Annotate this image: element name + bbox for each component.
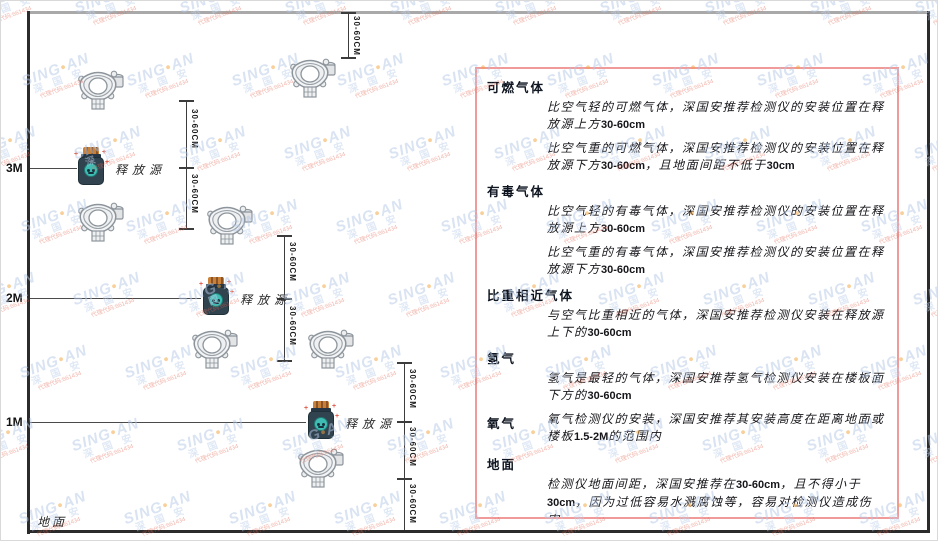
dimension-tick	[397, 421, 412, 423]
section-heading: 氢气	[487, 352, 517, 366]
dimension-tick	[277, 360, 292, 362]
dimension-label: 30-60CM	[288, 242, 297, 282]
dimension-tick	[277, 235, 292, 237]
dimension-label: 30-60CM	[408, 427, 417, 467]
dimension-tick	[179, 100, 194, 102]
section-toxic-gas: 有毒气体 比空气轻的有毒气体，深国安推荐检测仪的安装位置在释放源上方30-60c…	[477, 181, 897, 279]
section-paragraph: 检测仪地面间距，深国安推荐在30-60cm，且不得小于30cm，因为过低容易水溅…	[547, 477, 873, 517]
gas-detector-icon-above-3m-source	[77, 70, 124, 110]
release-source-icon-1m: + + +	[304, 401, 339, 443]
section-similar-density-gas: 比重相近气体 与空气比重相近的气体，深国安推荐检测仪安装在释放源上下的30-60…	[477, 285, 897, 342]
dimension-label: 30-60CM	[190, 174, 199, 214]
dimension-tick	[341, 57, 356, 59]
height-line-2m	[30, 298, 201, 299]
section-ground: 地面 检测仪地面间距，深国安推荐在30-60cm，且不得小于30cm，因为过低容…	[477, 454, 897, 517]
floor-line	[27, 530, 930, 533]
section-paragraph: 比空气轻的有毒气体，深国安推荐检测仪的安装位置在释放源上方30-60cm	[547, 204, 885, 235]
section-heading: 比重相近气体	[487, 289, 575, 303]
section-oxygen: 氧气 氧气检测仪的安装，深国安推荐其安装高度在距离地面或楼板1.5-2M的范围内	[477, 411, 897, 452]
dimension-tick	[397, 478, 412, 480]
ceiling-line	[27, 11, 930, 14]
dimension-label: 30-60CM	[408, 369, 417, 409]
dimension-label: 30-60CM	[352, 16, 361, 56]
dimension-label: 30-60CM	[408, 484, 417, 524]
section-heading: 氧气	[487, 417, 517, 431]
dimension-tick	[179, 228, 194, 230]
height-label-2m: 2M	[6, 291, 23, 305]
section-paragraph: 比空气重的可燃气体，深国安推荐检测仪的安装位置在释放源下方30-60cm，且地面…	[547, 141, 885, 172]
dimension-tick	[341, 12, 356, 14]
section-heading: 可燃气体	[487, 81, 546, 95]
dimension-line-3m	[186, 101, 187, 229]
gas-detector-icon-below-ceiling	[289, 58, 336, 98]
height-label-1m: 1M	[6, 415, 23, 429]
height-line-3m	[30, 168, 77, 169]
gas-detector-icon-below-3m-source	[77, 202, 124, 242]
release-source-label-2m: 释放源	[240, 293, 292, 307]
left-wall-line	[27, 11, 30, 534]
section-heading: 有毒气体	[487, 185, 546, 199]
dimension-tick	[179, 167, 194, 169]
section-paragraph: 比空气轻的可燃气体，深国安推荐检测仪的安装位置在释放源上方30-60cm	[547, 100, 885, 131]
dimension-label: 30-60CM	[288, 306, 297, 346]
right-wall-line	[927, 11, 930, 532]
height-label-3m: 3M	[6, 161, 23, 175]
section-paragraph: 氢气是最轻的气体，深国安推荐氢气检测仪安装在楼板面下方的30-60cm	[547, 371, 885, 402]
section-paragraph: 氧气检测仪的安装，深国安推荐其安装高度在距离地面或楼板1.5-2M的范围内	[547, 412, 885, 443]
release-source-icon-2m: + + +	[199, 277, 234, 319]
release-source-label-1m: 释放源	[345, 417, 397, 431]
gas-detector-icon-below-2m-source	[191, 329, 238, 369]
section-paragraph: 与空气比重相近的气体，深国安推荐检测仪安装在释放源上下的30-60cm	[547, 308, 885, 339]
height-line-1m	[30, 422, 306, 423]
dimension-label: 30-60CM	[190, 109, 199, 149]
section-heading: 地面	[487, 458, 517, 472]
dimension-line-ceiling	[348, 13, 349, 58]
gas-detector-icon-above-2m-source	[206, 205, 253, 245]
gas-detector-icon-above-1m-source	[307, 329, 354, 369]
dimension-tick	[277, 298, 292, 300]
section-hydrogen: 氢气 氢气是最轻的气体，深国安推荐氢气检测仪安装在楼板面下方的30-60cm	[477, 348, 897, 405]
release-source-icon-3m: + + +	[74, 147, 109, 189]
section-paragraph: 比空气重的有毒气体，深国安推荐检测仪的安装位置在释放源下方30-60cm	[547, 245, 885, 276]
release-source-label-3m: 释放源	[115, 163, 167, 177]
gas-detector-icon-below-1m-source	[297, 448, 344, 488]
dimension-tick	[397, 362, 412, 364]
dimension-line-1m	[404, 363, 405, 530]
ground-label: 地面	[37, 515, 68, 529]
installation-rules-panel: 可燃气体 比空气轻的可燃气体，深国安推荐检测仪的安装位置在释放源上方30-60c…	[475, 67, 899, 519]
section-combustible-gas: 可燃气体 比空气轻的可燃气体，深国安推荐检测仪的安装位置在释放源上方30-60c…	[477, 77, 897, 175]
